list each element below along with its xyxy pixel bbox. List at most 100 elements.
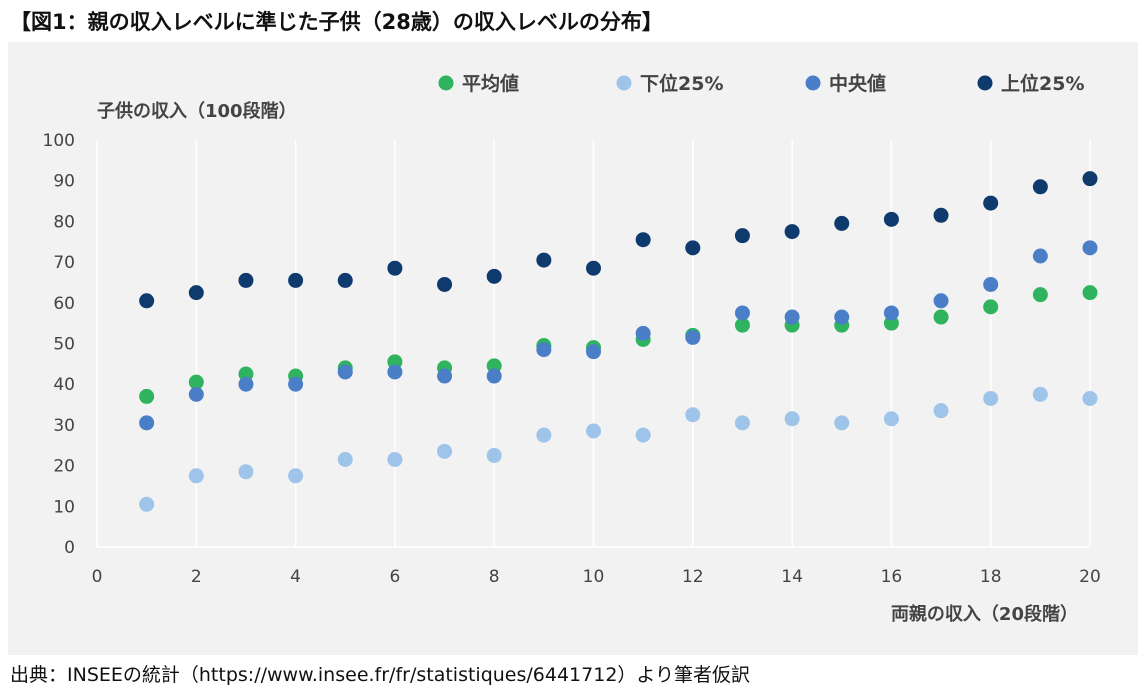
source-note: 出典：INSEEの統計（https://www.insee.fr/fr/stat… bbox=[10, 664, 751, 686]
point-median-5 bbox=[337, 364, 353, 380]
axes bbox=[96, 140, 1090, 548]
legend-marker-mean bbox=[438, 75, 454, 91]
y-tick-label-100: 100 bbox=[43, 131, 75, 151]
point-p25-10 bbox=[586, 423, 601, 439]
point-median-18 bbox=[983, 276, 999, 292]
y-axis-title: 子供の収入（100段階） bbox=[97, 100, 297, 122]
point-mean-17 bbox=[933, 309, 949, 325]
x-tick-label-8: 8 bbox=[489, 567, 500, 587]
point-p25-7 bbox=[437, 443, 453, 459]
point-p25-9 bbox=[536, 427, 552, 443]
point-median-11 bbox=[635, 325, 651, 341]
point-mean-19 bbox=[1032, 287, 1048, 303]
legend-marker-p75 bbox=[977, 75, 993, 91]
legend-item-mean: 平均値 bbox=[438, 72, 519, 95]
point-p75-7 bbox=[437, 276, 453, 292]
point-p75-3 bbox=[238, 272, 254, 288]
point-median-4 bbox=[288, 376, 304, 392]
point-median-16 bbox=[883, 305, 899, 321]
point-p75-17 bbox=[933, 207, 949, 223]
point-p25-6 bbox=[387, 451, 403, 467]
x-tick-label-0: 0 bbox=[92, 567, 103, 587]
x-tick-label-14: 14 bbox=[781, 567, 803, 587]
y-tick-label-90: 90 bbox=[53, 172, 75, 192]
point-p25-4 bbox=[288, 468, 304, 484]
point-mean-18 bbox=[983, 299, 999, 315]
point-median-17 bbox=[933, 293, 949, 309]
point-p25-13 bbox=[734, 415, 750, 431]
point-p25-3 bbox=[238, 464, 254, 480]
y-tick-label-80: 80 bbox=[53, 212, 75, 232]
point-p25-18 bbox=[983, 390, 999, 406]
point-p75-15 bbox=[834, 215, 850, 231]
point-mean-2 bbox=[188, 374, 204, 390]
point-median-8 bbox=[486, 368, 502, 384]
series-median bbox=[139, 240, 1098, 431]
point-p75-18 bbox=[983, 195, 999, 211]
x-tick-label-20: 20 bbox=[1079, 567, 1101, 587]
y-tick-label-60: 60 bbox=[53, 294, 75, 314]
series-p25 bbox=[139, 386, 1098, 512]
legend-marker-p25 bbox=[616, 75, 632, 91]
point-median-19 bbox=[1032, 248, 1048, 264]
point-median-1 bbox=[139, 415, 155, 431]
y-tick-label-0: 0 bbox=[64, 538, 75, 558]
legend-item-median: 中央値 bbox=[805, 72, 886, 95]
legend-item-p75: 上位25% bbox=[977, 72, 1084, 95]
y-tick-label-30: 30 bbox=[53, 416, 75, 436]
x-tick-label-10: 10 bbox=[583, 567, 605, 587]
point-p25-20 bbox=[1082, 390, 1098, 406]
point-p25-1 bbox=[139, 496, 155, 512]
legend-label-median: 中央値 bbox=[829, 72, 886, 95]
point-p25-11 bbox=[635, 427, 651, 443]
point-mean-1 bbox=[139, 388, 155, 404]
point-p25-15 bbox=[834, 415, 850, 431]
point-p75-1 bbox=[139, 293, 155, 309]
x-axis-title: 両親の収入（20段階） bbox=[891, 603, 1078, 625]
point-p75-16 bbox=[883, 211, 899, 227]
point-p75-12 bbox=[685, 240, 701, 256]
y-tick-label-20: 20 bbox=[53, 457, 75, 477]
legend-label-p75: 上位25% bbox=[1001, 72, 1084, 95]
data-points bbox=[139, 171, 1098, 512]
point-median-13 bbox=[734, 305, 750, 321]
series-mean bbox=[139, 285, 1098, 404]
point-p25-12 bbox=[685, 407, 701, 423]
point-p75-11 bbox=[635, 232, 651, 248]
point-median-3 bbox=[238, 376, 254, 392]
point-median-14 bbox=[784, 309, 800, 325]
point-p25-19 bbox=[1032, 386, 1048, 402]
point-p75-8 bbox=[486, 268, 502, 284]
legend: 平均値 下位25% 中央値 上位25% bbox=[438, 72, 1084, 95]
point-median-10 bbox=[586, 344, 601, 360]
point-p75-4 bbox=[288, 272, 304, 288]
point-p75-6 bbox=[387, 260, 403, 276]
point-p25-5 bbox=[337, 451, 353, 467]
figure-title: 【図1：親の収入レベルに準じた子供（28歳）の収入レベルの分布】 bbox=[10, 10, 663, 34]
point-p75-5 bbox=[337, 272, 353, 288]
point-median-15 bbox=[834, 309, 850, 325]
x-tick-label-6: 6 bbox=[389, 567, 400, 587]
series-p75 bbox=[139, 171, 1098, 309]
legend-marker-median bbox=[805, 75, 821, 91]
point-p75-19 bbox=[1032, 179, 1048, 195]
x-tick-label-16: 16 bbox=[881, 567, 903, 587]
x-tick-label-2: 2 bbox=[191, 567, 202, 587]
point-p25-14 bbox=[784, 411, 800, 427]
y-tick-label-70: 70 bbox=[53, 253, 75, 273]
point-p25-17 bbox=[933, 403, 949, 419]
point-p75-9 bbox=[536, 252, 552, 268]
point-p25-16 bbox=[883, 411, 899, 427]
point-p75-10 bbox=[586, 260, 601, 276]
point-median-2 bbox=[188, 386, 204, 402]
point-median-12 bbox=[685, 329, 701, 345]
point-p75-13 bbox=[734, 228, 750, 244]
point-p75-20 bbox=[1082, 171, 1098, 187]
y-tick-label-10: 10 bbox=[53, 497, 75, 517]
point-p25-8 bbox=[486, 447, 502, 463]
point-median-6 bbox=[387, 364, 403, 380]
y-tick-label-50: 50 bbox=[53, 335, 75, 355]
tick-labels: 0 10 20 30 40 50 60 70 80 90 100 0 2 4 6 8 10 12 14 16 18 20 bbox=[43, 131, 1101, 587]
x-tick-label-18: 18 bbox=[980, 567, 1002, 587]
